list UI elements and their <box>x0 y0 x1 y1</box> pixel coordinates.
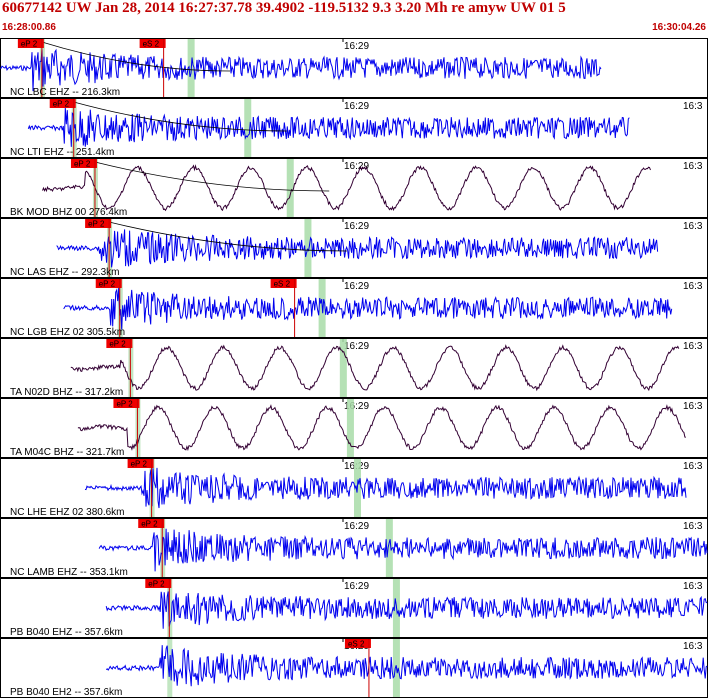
pick-marker <box>17 39 44 48</box>
trace-panel: 16:29 16:3 eP 2 BK MOD BHZ 00 276.4km <box>0 158 708 218</box>
pick-label: eP 2 <box>148 580 165 589</box>
waveform-trace <box>105 591 708 629</box>
pick-marker <box>106 339 133 348</box>
tick-label: 16:29 <box>344 281 369 292</box>
tick-label: 16:3 <box>683 281 703 292</box>
station-label: NC LGB EHZ 02 305.5km <box>10 327 125 338</box>
phase-window <box>339 339 347 397</box>
tick-label: 16:3 <box>683 341 703 352</box>
travel-time-curve <box>73 101 287 132</box>
tick-label: 16:3 <box>683 581 703 592</box>
pick-marker <box>139 39 166 48</box>
pick-label: eS 2 <box>274 280 291 289</box>
station-label: NC LAMB EHZ -- 353.1km <box>10 567 128 578</box>
tick-label: 16:3 <box>683 401 703 412</box>
pick-label: eS 2 <box>348 640 365 649</box>
trace-panel: 16:29 16:3 eP 2 eS 2 NC LGB EHZ 02 305.5km <box>0 278 708 338</box>
station-label: BK MOD BHZ 00 276.4km <box>10 207 127 218</box>
tick-label: 16:3 <box>683 161 703 172</box>
waveform-trace <box>84 467 687 509</box>
tick-label: 16:29 <box>344 41 369 52</box>
travel-time-curve <box>94 161 330 192</box>
end-time-label: 16:30:04.26 <box>652 22 706 33</box>
tick-label: 16:3 <box>683 521 703 532</box>
pick-marker <box>138 519 165 528</box>
waveform-trace <box>63 287 673 330</box>
pick-label: eP 2 <box>74 160 91 169</box>
waveform-trace <box>56 229 659 268</box>
pick-marker <box>270 279 297 288</box>
pick-marker <box>70 159 97 168</box>
phase-window <box>346 399 354 457</box>
tick-label: 16:29 <box>344 221 369 232</box>
travel-time-curve <box>109 221 347 252</box>
waveform-trace <box>70 344 680 392</box>
pick-label: eP 2 <box>141 520 158 529</box>
pick-label: eP 2 <box>88 220 105 229</box>
event-header-title: 60677142 UW Jan 28, 2014 16:27:37.78 39.… <box>2 0 566 16</box>
trace-panel: 16:29 16:3 eP 2 TA M04C BHZ -- 321.7km <box>0 398 708 458</box>
tick-label: 16:3 <box>683 221 703 232</box>
station-label: PB B040 EHZ -- 357.6km <box>10 627 123 638</box>
pick-marker <box>127 459 154 468</box>
trace-panel: 16:29 16:3 eP 2 TA N02D BHZ -- 317.2km <box>0 338 708 398</box>
phase-window <box>286 159 294 217</box>
phase-window <box>385 519 393 577</box>
trace-panel: 16:29 eP 2 eS 2 NC LBC EHZ -- 216.3km <box>0 38 708 98</box>
travel-time-curve <box>41 41 231 72</box>
pick-marker <box>49 99 76 108</box>
waveform-trace <box>77 404 686 452</box>
trace-panel: 16:29 16:3 eP 2 NC LTI EHZ -- 251.4km <box>0 98 708 158</box>
station-label: NC LHE EHZ 02 380.6km <box>10 507 125 518</box>
waveform-trace <box>42 164 651 212</box>
waveform-trace <box>105 645 708 687</box>
station-label: NC LBC EHZ -- 216.3km <box>10 87 120 98</box>
pick-label: eP 2 <box>116 400 133 409</box>
pick-label: eP 2 <box>99 280 116 289</box>
tick-label: 16:29 <box>344 341 369 352</box>
trace-panel: 16:29 16:3 eP 2 PB B040 EHZ -- 357.6km <box>0 578 708 638</box>
phase-window <box>244 99 252 157</box>
waveform-trace <box>98 528 708 572</box>
pick-label: eP 2 <box>21 40 38 49</box>
pick-marker <box>145 579 172 588</box>
station-label: PB B040 EH2 -- 357.6km <box>10 687 122 698</box>
tick-label: 16:29 <box>344 401 369 412</box>
waveform-trace <box>27 107 630 147</box>
trace-panel: 16:29 16:3 eP 2 NC LAMB EHZ -- 353.1km <box>0 518 708 578</box>
tick-label: 16:3 <box>683 101 703 112</box>
pick-marker <box>85 219 112 228</box>
pick-marker <box>113 399 140 408</box>
tick-label: 16:3 <box>683 641 703 652</box>
tick-label: 16:29 <box>344 101 369 112</box>
pick-marker <box>95 279 122 288</box>
start-time-label: 16:28:00.86 <box>2 22 56 33</box>
station-label: TA N02D BHZ -- 317.2km <box>10 387 123 398</box>
pick-label: eP 2 <box>53 100 70 109</box>
tick-label: 16:29 <box>344 161 369 172</box>
tick-label: 16:3 <box>683 461 703 472</box>
phase-window <box>304 219 312 277</box>
trace-panel: 16:29 16:3 eP 2 NC LAS EHZ -- 292.3km <box>0 218 708 278</box>
station-label: NC LAS EHZ -- 292.3km <box>10 267 119 278</box>
tick-label: 16:29 <box>344 521 369 532</box>
tick-label: 16:29 <box>344 581 369 592</box>
pick-label: eP 2 <box>131 460 148 469</box>
pick-marker <box>344 639 371 648</box>
station-label: TA M04C BHZ -- 321.7km <box>10 447 124 458</box>
pick-label: eS 2 <box>143 40 160 49</box>
pick-label: eP 2 <box>109 340 126 349</box>
waveform-trace <box>0 48 602 92</box>
station-label: NC LTI EHZ -- 251.4km <box>10 147 114 158</box>
